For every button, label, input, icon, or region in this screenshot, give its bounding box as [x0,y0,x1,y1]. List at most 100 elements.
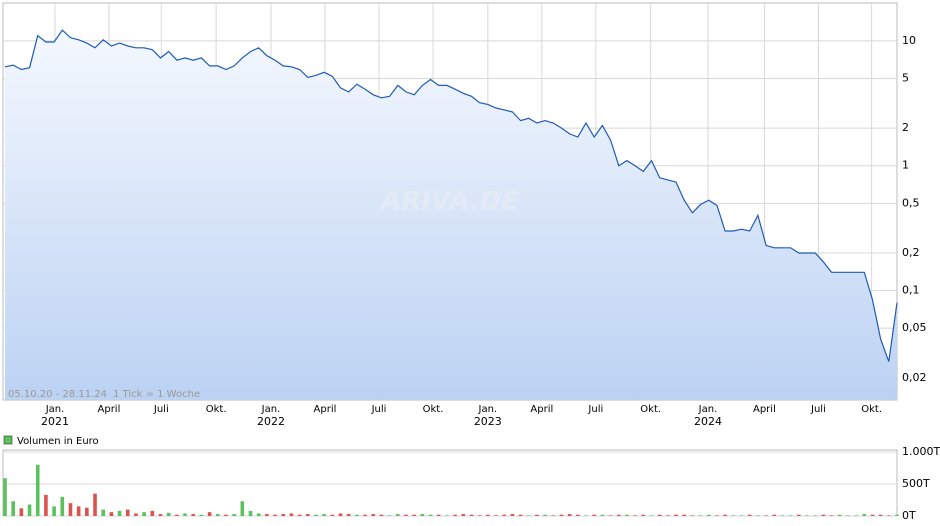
tick-note: 1 Tick = 1 Woche [113,389,200,400]
y-tick-label: 10 [902,34,916,47]
volume-bar [265,514,269,516]
x-tick-label: Juli [810,404,826,415]
x-tick-label: April [753,404,776,415]
volume-bar [256,513,261,516]
volume-bar [862,514,867,516]
volume-bar [887,515,891,516]
volume-bar [248,510,253,516]
volume-bar [305,514,310,516]
range-note: 05.10.20 - 28.11.24 [8,389,107,400]
volume-bar [633,515,637,516]
volume-bar [27,504,32,516]
volume-bar [461,514,466,516]
volume-bar [76,506,81,516]
volume-bar [649,515,654,516]
volume-bar [346,514,351,516]
y-tick-label: 0,2 [902,246,920,259]
legend-label: Volumen in Euro [17,436,99,447]
volume-bar [698,515,703,516]
volume-bar [52,506,56,516]
volume-bar [355,514,359,516]
volume-bar [715,515,719,516]
volume-bar [592,514,597,516]
y-tick-label: 500T [902,477,930,490]
volume-bar [854,515,858,516]
x-tick-label: Jan. [45,404,65,415]
volume-bar [35,464,40,516]
x-tick-label: Jan. [261,404,281,415]
x-tick-label: April [98,404,121,415]
volume-bar [764,515,768,516]
y-tick-label: 0,5 [902,196,920,209]
volume-bar [543,514,547,516]
volume-bar [723,514,727,516]
volume-bar [436,514,441,516]
volume-bar [584,515,588,516]
volume-bar [739,515,744,516]
volume-bar [199,514,204,516]
volume-bar [895,514,899,516]
volume-bar [551,515,556,516]
volume-bar [731,515,736,516]
volume-bar [813,515,817,516]
x-tick-label: Okt. [640,404,661,415]
volume-bar [93,493,97,516]
volume-bar [232,514,236,516]
volume-bar [191,514,196,516]
volume-bar [134,513,138,516]
y-tick-label: 5 [902,71,909,84]
price-line [4,29,898,362]
volume-bar [125,509,130,516]
volume-bar [576,514,580,516]
volume-bar [428,514,433,516]
volume-bar [322,514,326,516]
volume-bar [215,514,220,516]
x-tick-label: Juli [587,404,603,415]
volume-bar [600,514,605,516]
volume-bar [837,514,842,516]
x-tick-label: Jan. [478,404,498,415]
volume-bar [559,514,564,516]
x-year-label: 2021 [41,415,69,428]
volume-bar [829,515,834,516]
volume-bar [486,514,490,516]
volume-bar [314,514,318,516]
volume-bar [780,515,785,516]
volume-bar [289,513,294,516]
volume-bar [11,501,15,516]
volume-bar [535,514,539,516]
volume-bar [150,510,155,516]
volume-bar [68,503,73,516]
x-tick-label: Jan. [698,404,718,415]
volume-bar [666,515,670,516]
volume-bar [297,514,302,516]
volume-bar [44,494,48,516]
volume-bar [183,513,187,516]
volume-bar [477,515,482,516]
volume-bar [756,515,760,516]
volume-bar [363,514,367,516]
volume-bar [870,514,875,516]
x-tick-label: April [530,404,553,415]
volume-bar [453,514,457,516]
x-year-label: 2022 [257,415,285,428]
volume-bar [404,514,408,516]
volume-bar [567,514,572,516]
volume-bar [224,514,228,516]
volume-bar [207,512,212,516]
volume-bar [518,514,523,516]
volume-area [2,449,898,517]
volume-bar [420,514,425,516]
volume-bar [706,514,711,516]
x-tick-label: Juli [153,404,169,415]
x-tick-label: Okt. [206,404,227,415]
volume-bar [281,514,286,516]
y-tick-label: 2 [902,121,909,134]
volume-bar [469,514,474,516]
volume-bar [166,512,171,516]
volume-bar [805,515,809,516]
volume-bar [273,514,277,516]
y-tick-label: 0,02 [902,371,927,384]
volume-bar [657,514,662,516]
